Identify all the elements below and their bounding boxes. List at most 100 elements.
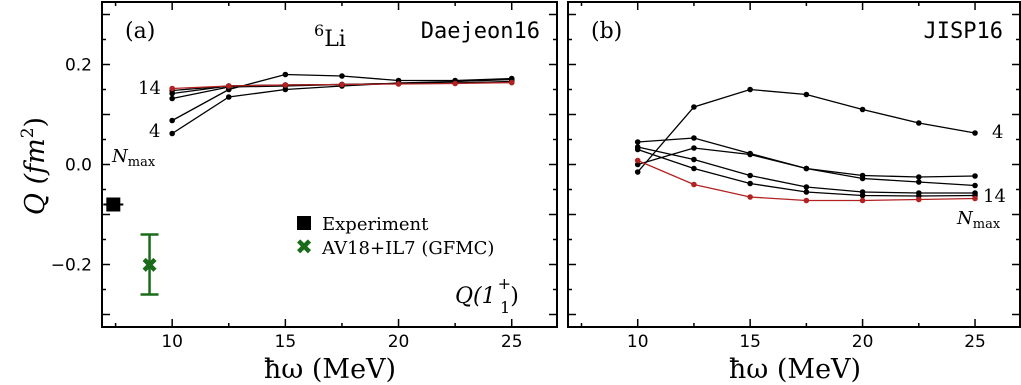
data-point-nmax-12: [972, 182, 978, 189]
data-point-nmax-12: [747, 151, 753, 158]
x-tick-label: 15: [275, 332, 297, 352]
x-tick-label: 20: [388, 332, 410, 352]
data-point-nmax-4: [169, 130, 175, 137]
data-point-nmax-12: [634, 161, 641, 168]
nmax-symbol-b-main: N: [956, 208, 974, 229]
data-point-nmax-14: [395, 81, 402, 87]
data-point-nmax-4: [691, 104, 697, 110]
nucleus-mass: 6: [314, 21, 324, 40]
legend-gfmc-label: AV18+IL7 (GFMC): [321, 238, 494, 259]
data-point-nmax-6: [916, 174, 922, 180]
gfmc-marker: ✖: [141, 254, 159, 278]
observable-label: Q(1+ 1): [455, 274, 519, 317]
nmax-symbol-a: Nmax: [111, 146, 156, 170]
data-point-nmax-14: [282, 82, 289, 88]
data-point-nmax-12: [691, 145, 697, 151]
x-axis-label-a: ħω (MeV): [264, 354, 396, 385]
data-point-nmax-6: [972, 173, 978, 179]
data-point-nmax-14: [169, 85, 175, 92]
legend: Experiment ✖ AV18+IL7 (GFMC): [295, 214, 494, 259]
panel-a-label: (a): [125, 19, 155, 44]
data-point-nmax-14: [747, 194, 753, 200]
data-point-nmax-10: [803, 189, 810, 195]
nmax-symbol-a-sub: max: [128, 155, 156, 170]
data-point-nmax-14: [508, 79, 515, 86]
panel-b-series: [637, 88, 976, 202]
y-tick-label: −0.2: [51, 256, 92, 276]
data-point-nmax-14: [339, 81, 345, 88]
panel-a-points: ✖: [103, 71, 515, 296]
data-point-nmax-6: [634, 139, 641, 145]
observable-close: ): [510, 284, 519, 309]
data-point-nmax-8: [747, 172, 753, 179]
data-point-nmax-14: [972, 195, 978, 202]
nmax-high-label-a: 14: [138, 78, 161, 99]
data-point-nmax-6: [169, 117, 175, 124]
y-axis-label: Q (fm2): [18, 117, 51, 215]
data-point-nmax-10: [634, 146, 641, 153]
data-point-nmax-8: [691, 156, 697, 163]
panel-a-ticks: 10 15 20 25 −0.2 0.0 0.2: [51, 2, 557, 352]
data-point-nmax-4: [634, 169, 641, 175]
data-point-nmax-6: [339, 73, 345, 79]
data-point-nmax-14: [225, 83, 232, 89]
observable-sub: 1: [500, 298, 510, 317]
data-point-nmax-4: [972, 130, 978, 136]
x-tick-label: 25: [964, 332, 986, 352]
data-point-nmax-4: [916, 120, 922, 126]
legend-gfmc-marker: ✖: [295, 235, 313, 259]
data-point-nmax-12: [859, 175, 866, 182]
data-point-nmax-14: [634, 157, 641, 164]
data-point-nmax-4: [225, 94, 232, 100]
nmax-high-label-b: 14: [983, 186, 1006, 207]
data-point-nmax-14: [691, 181, 697, 188]
x-tick-label: 20: [852, 332, 874, 352]
data-point-nmax-14: [916, 196, 922, 203]
nmax-symbol-b-sub: max: [973, 217, 1001, 232]
legend-experiment-label: Experiment: [322, 214, 429, 235]
interaction-label-b: JISP16: [924, 19, 1003, 44]
legend-experiment-marker: [297, 216, 311, 230]
interaction-label-a: Daejeon16: [421, 19, 540, 44]
nucleus-label: 6Li: [314, 21, 346, 52]
x-tick-label: 15: [739, 332, 761, 352]
nmax-symbol-a-main: N: [111, 146, 129, 167]
nmax-low-label-b: 4: [992, 122, 1003, 143]
data-point-nmax-4: [747, 86, 753, 93]
series-line-nmax-4: [637, 88, 976, 173]
data-point-nmax-12: [916, 179, 922, 185]
panel-a: 10 15 20 25 −0.2 0.0 0.2 ✖ (a) 6Li Daejeon16 1…: [18, 1, 558, 385]
nmax-low-label-a: 4: [149, 121, 160, 142]
data-point-nmax-10: [691, 165, 697, 172]
panel-b: 10 15 20 25 (b) JISP16 4 14 Nmax ħω (MeV): [567, 1, 1021, 385]
data-point-nmax-6: [282, 71, 289, 78]
x-tick-label: 10: [627, 332, 649, 352]
data-point-nmax-4: [859, 106, 866, 113]
y-axis-label-sup: 2: [18, 127, 38, 138]
nucleus-symbol: Li: [324, 27, 346, 52]
data-point-nmax-14: [452, 80, 458, 87]
data-point-nmax-8: [169, 95, 175, 102]
observable-sup: +: [498, 274, 511, 293]
x-tick-label: 10: [161, 332, 183, 352]
panel-b-points: [634, 86, 978, 204]
y-tick-label: 0.0: [65, 156, 92, 176]
nmax-symbol-b: Nmax: [956, 208, 1001, 232]
panel-b-label: (b): [591, 19, 622, 44]
y-tick-label: 0.2: [65, 56, 92, 76]
data-point-nmax-14: [859, 197, 866, 204]
panel-b-ticks: 10 15 20 25: [568, 2, 1020, 352]
data-point-nmax-4: [803, 91, 810, 98]
experiment-marker: [106, 197, 121, 212]
data-point-nmax-6: [691, 135, 697, 141]
data-point-nmax-10: [747, 180, 753, 187]
data-point-nmax-8: [803, 184, 810, 190]
x-tick-label: 25: [501, 332, 523, 352]
data-point-nmax-14: [803, 197, 810, 204]
x-axis-label-b: ħω (MeV): [729, 354, 861, 385]
observable-main: Q(1: [455, 284, 496, 309]
data-point-nmax-10: [859, 192, 866, 199]
data-point-nmax-12: [803, 165, 810, 172]
y-axis-label-close: ): [20, 117, 51, 128]
